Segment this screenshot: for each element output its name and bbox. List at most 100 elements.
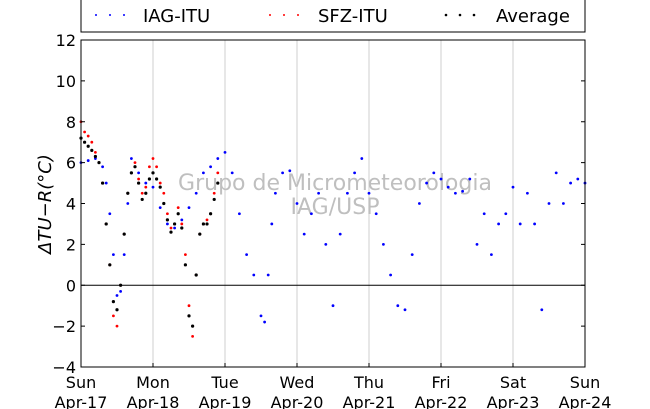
y-tick-label: −2 <box>52 317 76 336</box>
legend-label-iag-itu: IAG-ITU <box>143 6 210 27</box>
y-tick-label: 12 <box>56 31 76 50</box>
data-point <box>112 253 115 256</box>
data-point <box>126 191 130 195</box>
data-point <box>133 161 137 165</box>
data-point <box>338 232 342 236</box>
data-point <box>158 181 162 185</box>
x-tick-label-day: Thu <box>353 373 384 392</box>
data-point <box>169 230 173 234</box>
data-point <box>324 242 328 246</box>
data-point <box>94 151 97 154</box>
data-point <box>245 253 249 256</box>
data-point <box>317 191 320 195</box>
data-point <box>86 144 90 148</box>
y-tick-label: −4 <box>52 358 76 377</box>
data-point <box>511 185 515 189</box>
data-point <box>223 151 227 154</box>
data-point <box>144 185 148 189</box>
data-point <box>216 181 220 185</box>
data-point <box>302 232 306 236</box>
data-point <box>169 226 173 230</box>
data-point <box>111 300 115 304</box>
x-tick-label-date: Apr-20 <box>271 393 324 409</box>
data-point <box>187 314 191 318</box>
x-tick-label-day: Sun <box>66 373 96 392</box>
data-point <box>331 304 335 308</box>
data-point <box>238 212 241 216</box>
data-point <box>144 191 148 195</box>
data-point <box>547 202 551 205</box>
data-point <box>162 191 166 195</box>
data-point <box>533 222 536 226</box>
data-point <box>158 206 162 209</box>
data-point <box>403 308 407 312</box>
legend-label-average: Average <box>496 6 570 27</box>
data-point <box>360 157 364 160</box>
x-axis: SunApr-17MonApr-18TueApr-19WedApr-20ThuA… <box>55 363 611 409</box>
data-point <box>166 222 169 226</box>
data-point <box>468 177 472 181</box>
data-point <box>288 169 292 173</box>
data-point <box>86 159 90 162</box>
data-point <box>209 165 213 169</box>
data-point <box>497 222 500 226</box>
data-point <box>252 273 256 277</box>
y-axis-label: ΔTU−R(°C) <box>35 154 56 256</box>
series-iag-itu <box>79 151 587 324</box>
data-point <box>194 191 198 195</box>
data-point <box>158 185 162 189</box>
y-tick-label: 10 <box>56 72 76 91</box>
data-point <box>367 191 371 195</box>
legend: IAG-ITU SFZ-ITU Average <box>80 0 586 33</box>
data-point <box>166 212 169 216</box>
series-average <box>79 136 220 328</box>
data-point <box>490 253 493 256</box>
data-point <box>202 171 205 175</box>
data-point <box>112 314 115 318</box>
data-point <box>212 197 216 202</box>
data-point <box>115 294 119 297</box>
data-point <box>183 263 187 267</box>
data-point <box>187 206 191 209</box>
y-tick-label: 0 <box>66 276 76 295</box>
data-point <box>86 134 90 138</box>
watermark-line-1: Grupo de Micrometeorologia <box>178 171 492 196</box>
data-point <box>148 165 151 169</box>
data-point <box>205 222 209 226</box>
data-point <box>346 191 349 195</box>
legend-box <box>80 0 586 33</box>
data-point <box>230 171 234 175</box>
data-point <box>173 226 177 230</box>
data-point <box>569 181 572 185</box>
data-point <box>191 334 195 338</box>
legend-label-sfz-itu: SFZ-ITU <box>318 6 388 27</box>
data-point <box>562 202 565 205</box>
data-point <box>482 212 486 216</box>
data-point <box>439 177 443 181</box>
data-point <box>130 157 133 160</box>
x-tick-label-day: Sun <box>570 373 600 392</box>
data-point <box>540 308 544 312</box>
data-point <box>418 202 421 205</box>
data-point <box>93 154 97 159</box>
data-point <box>165 218 169 222</box>
data-point <box>119 289 122 293</box>
data-point <box>425 181 428 185</box>
data-point <box>396 304 400 308</box>
data-point <box>115 308 119 312</box>
data-point <box>187 304 191 308</box>
data-point <box>176 212 180 216</box>
data-point <box>295 202 299 205</box>
x-tick-label-day: Sat <box>500 373 526 392</box>
data-point <box>259 314 263 318</box>
data-point <box>454 191 457 195</box>
data-point <box>97 161 101 165</box>
data-point <box>310 212 313 216</box>
data-point <box>115 324 119 328</box>
data-point <box>201 222 205 226</box>
x-tick-label-date: Apr-19 <box>199 393 252 409</box>
data-point <box>281 171 284 175</box>
data-point <box>104 222 108 226</box>
y-tick-label: 2 <box>66 235 76 254</box>
